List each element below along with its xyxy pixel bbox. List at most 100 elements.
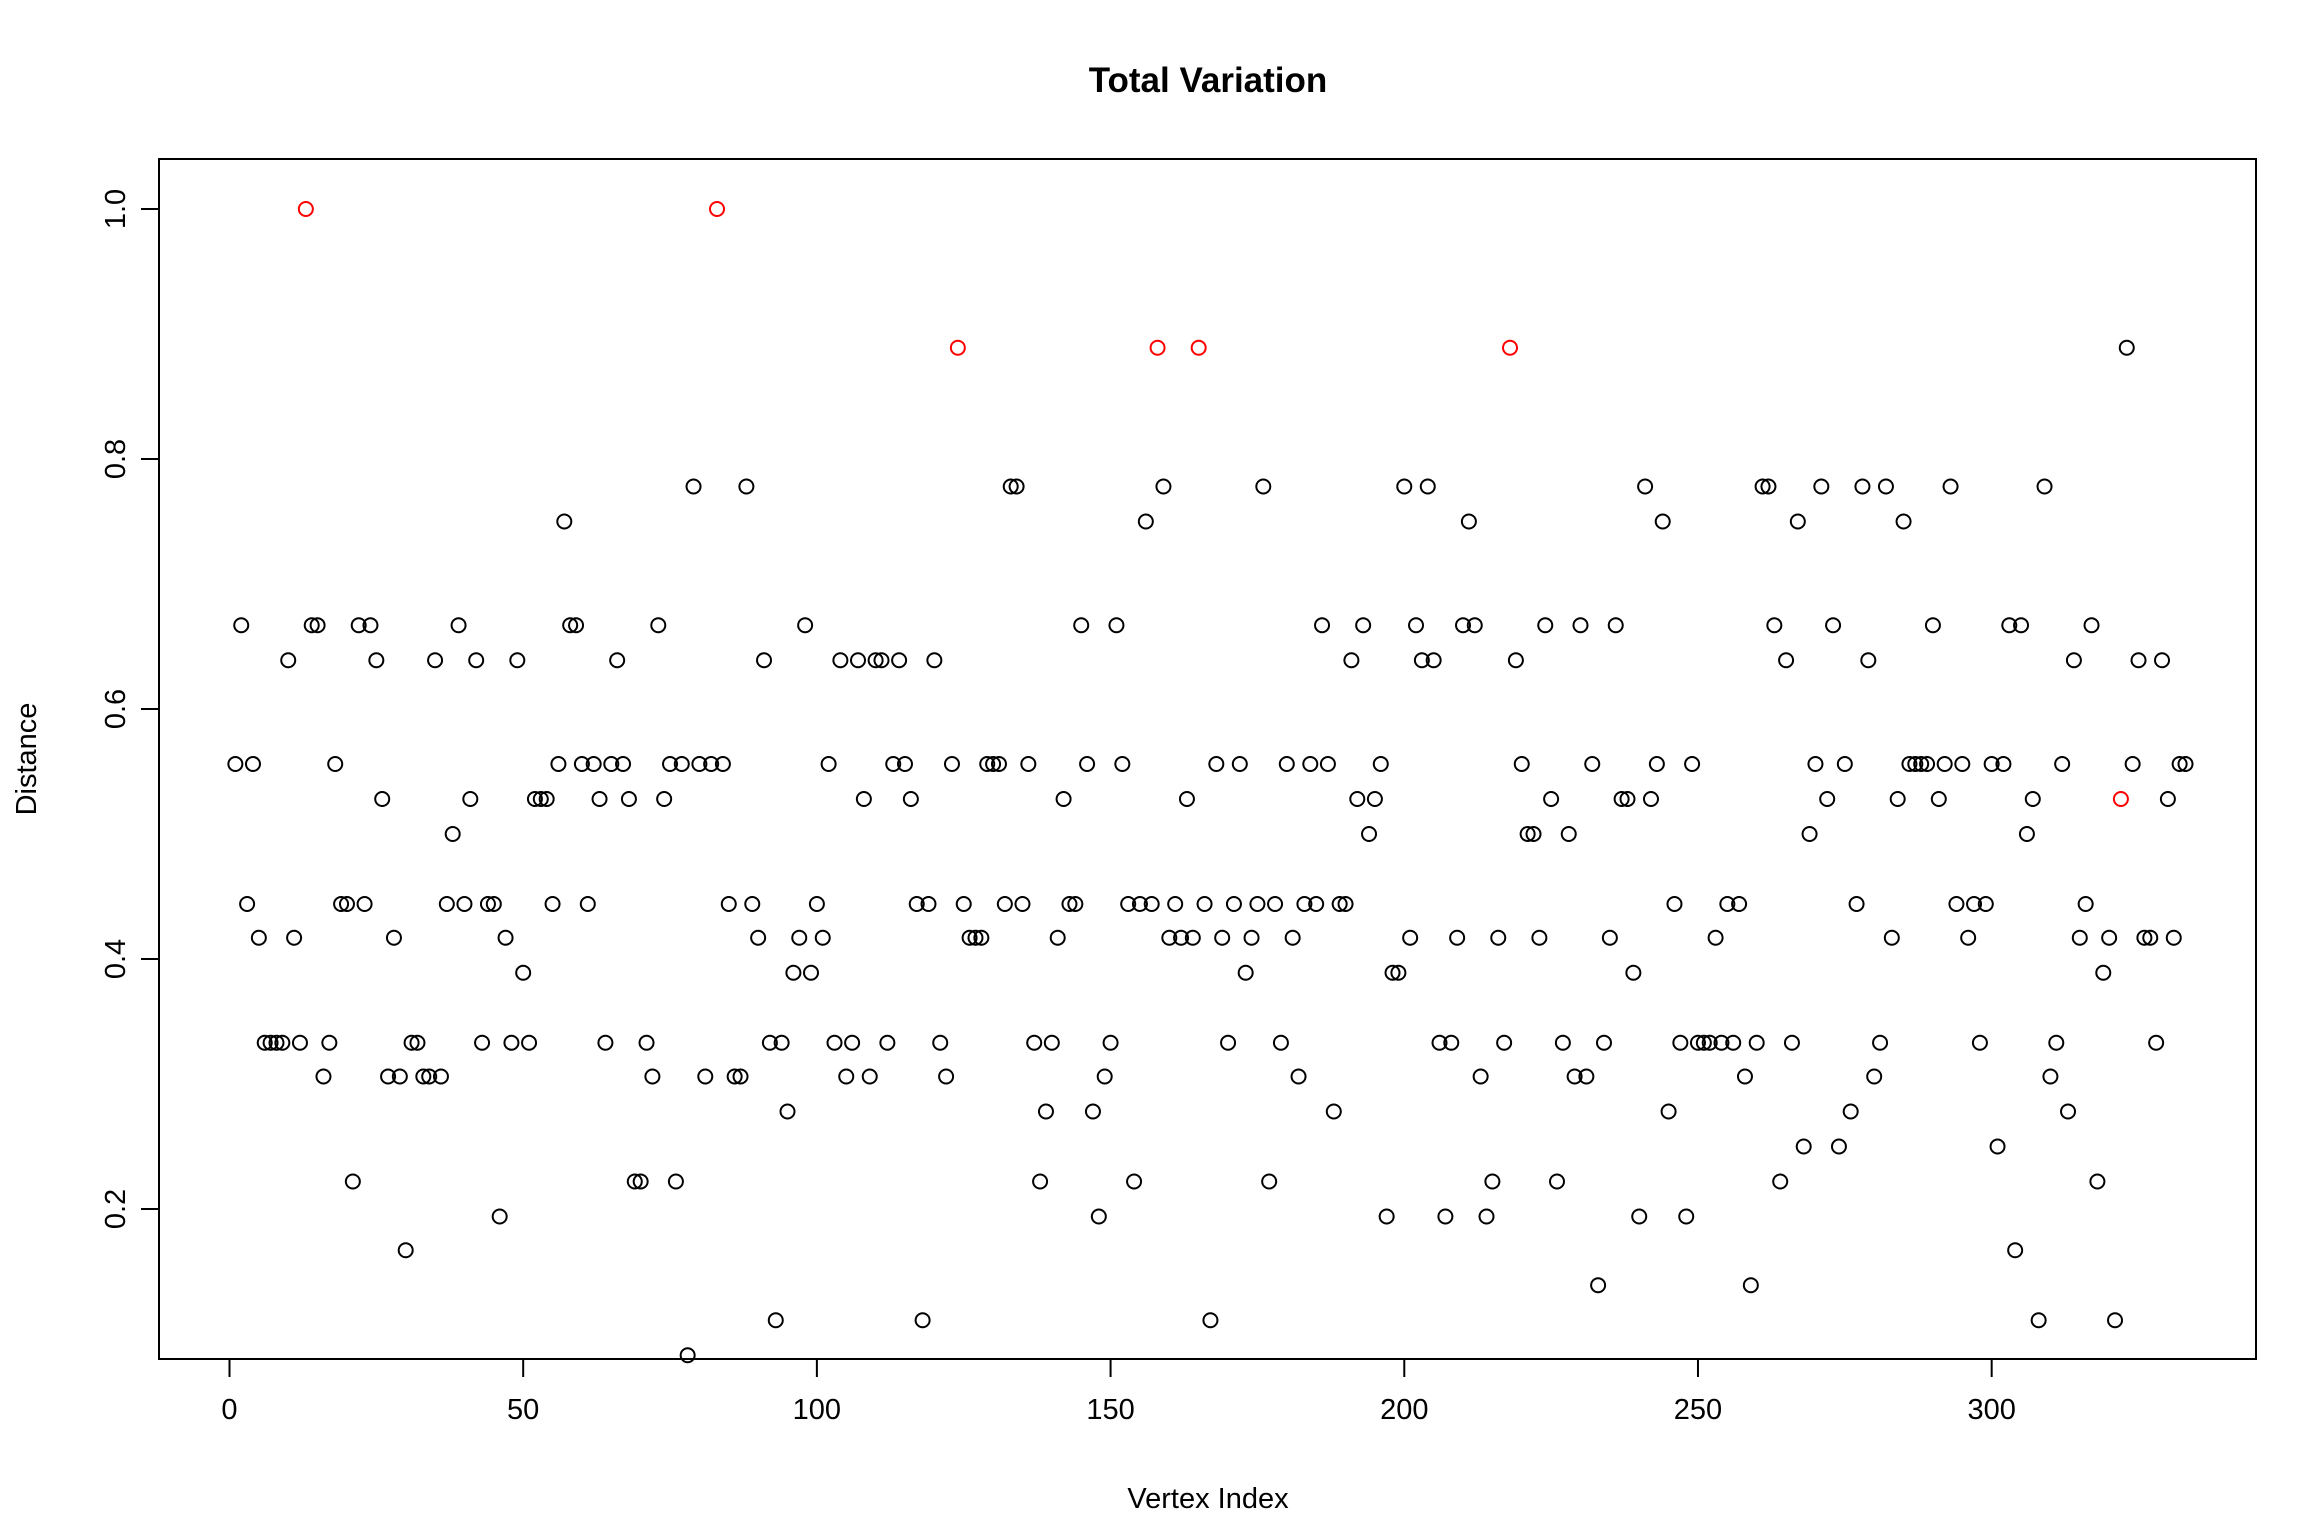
data-point xyxy=(2042,1068,2059,1085)
x-tick-label: 100 xyxy=(793,1394,841,1426)
data-point xyxy=(620,791,637,807)
data-point xyxy=(1267,896,1284,912)
data-point xyxy=(1695,1034,1712,1051)
data-point xyxy=(315,1068,332,1085)
data-point xyxy=(1178,791,1195,807)
data-point xyxy=(303,617,320,634)
data-point xyxy=(1073,617,1090,634)
data-point xyxy=(1566,1068,1583,1085)
data-point xyxy=(526,791,543,807)
x-tick-label: 0 xyxy=(221,1394,237,1426)
data-point xyxy=(2054,756,2071,772)
data-point xyxy=(427,652,444,669)
data-point xyxy=(1543,791,1560,807)
data-points xyxy=(227,201,2194,1364)
data-point xyxy=(515,964,532,981)
data-point xyxy=(885,756,902,772)
data-point xyxy=(233,617,250,634)
data-point xyxy=(750,929,767,946)
data-point xyxy=(1707,929,1724,946)
data-point xyxy=(1020,756,1037,772)
data-point xyxy=(2165,929,2182,946)
x-tick-label: 150 xyxy=(1086,1394,1134,1426)
data-point xyxy=(409,1034,426,1051)
data-point xyxy=(1108,617,1125,634)
data-point xyxy=(1184,929,1201,946)
data-point xyxy=(603,756,620,772)
data-point xyxy=(1830,1138,1847,1155)
data-point xyxy=(468,652,485,669)
data-point xyxy=(1525,826,1542,842)
data-point xyxy=(1090,1208,1107,1225)
data-point xyxy=(1484,1173,1501,1190)
data-point-highlighted xyxy=(2112,791,2129,807)
data-point xyxy=(2148,1034,2165,1051)
data-point xyxy=(321,1034,338,1051)
data-point xyxy=(1261,1173,1278,1190)
data-point xyxy=(908,896,925,912)
data-point xyxy=(1572,617,1589,634)
data-point xyxy=(1772,1173,1789,1190)
data-point xyxy=(256,1034,273,1051)
data-point xyxy=(1731,896,1748,912)
data-point-highlighted xyxy=(1149,339,1166,356)
data-point xyxy=(474,1034,491,1051)
data-point xyxy=(362,617,379,634)
data-point xyxy=(1173,929,1190,946)
data-point xyxy=(873,652,890,669)
data-point xyxy=(532,791,549,807)
x-axis: 0 50 100 150 200 250 300 xyxy=(221,1358,2016,1426)
data-point xyxy=(1748,1034,1765,1051)
data-point xyxy=(1278,756,1295,772)
data-point xyxy=(280,652,297,669)
data-point xyxy=(1637,478,1654,495)
data-point xyxy=(2177,756,2194,772)
data-point xyxy=(350,617,367,634)
data-point xyxy=(1519,826,1536,842)
data-point xyxy=(732,1068,749,1085)
data-point xyxy=(979,756,996,772)
data-point xyxy=(1960,929,1977,946)
data-point xyxy=(1660,1103,1677,1120)
data-point xyxy=(1366,791,1383,807)
data-point xyxy=(2060,1103,2077,1120)
data-point xyxy=(1249,896,1266,912)
data-point xyxy=(656,791,673,807)
data-point xyxy=(691,756,708,772)
data-point xyxy=(1037,1103,1054,1120)
data-point xyxy=(1760,478,1777,495)
data-point xyxy=(497,929,514,946)
data-point xyxy=(932,1034,949,1051)
data-point xyxy=(286,929,303,946)
data-point xyxy=(444,826,461,842)
data-point xyxy=(1049,929,1066,946)
data-point xyxy=(703,756,720,772)
data-point xyxy=(808,896,825,912)
x-tick-label: 300 xyxy=(1967,1394,2015,1426)
data-point xyxy=(697,1068,714,1085)
data-point xyxy=(491,1208,508,1225)
data-point xyxy=(1807,756,1824,772)
data-point xyxy=(1719,896,1736,912)
data-point xyxy=(1372,756,1389,772)
data-point xyxy=(738,478,755,495)
data-point xyxy=(568,617,585,634)
data-point xyxy=(503,1034,520,1051)
data-point xyxy=(967,929,984,946)
data-point xyxy=(1560,826,1577,842)
data-point xyxy=(521,1034,538,1051)
data-point xyxy=(368,652,385,669)
data-point xyxy=(1396,478,1413,495)
data-point xyxy=(2018,826,2035,842)
data-point xyxy=(1167,896,1184,912)
data-point xyxy=(1590,1277,1607,1294)
data-point xyxy=(844,1034,861,1051)
data-point xyxy=(421,1068,438,1085)
data-point xyxy=(1578,1068,1595,1085)
data-point xyxy=(626,1173,643,1190)
data-point xyxy=(679,1347,696,1364)
data-point xyxy=(374,791,391,807)
data-point xyxy=(1783,1034,1800,1051)
data-point xyxy=(1989,1138,2006,1155)
